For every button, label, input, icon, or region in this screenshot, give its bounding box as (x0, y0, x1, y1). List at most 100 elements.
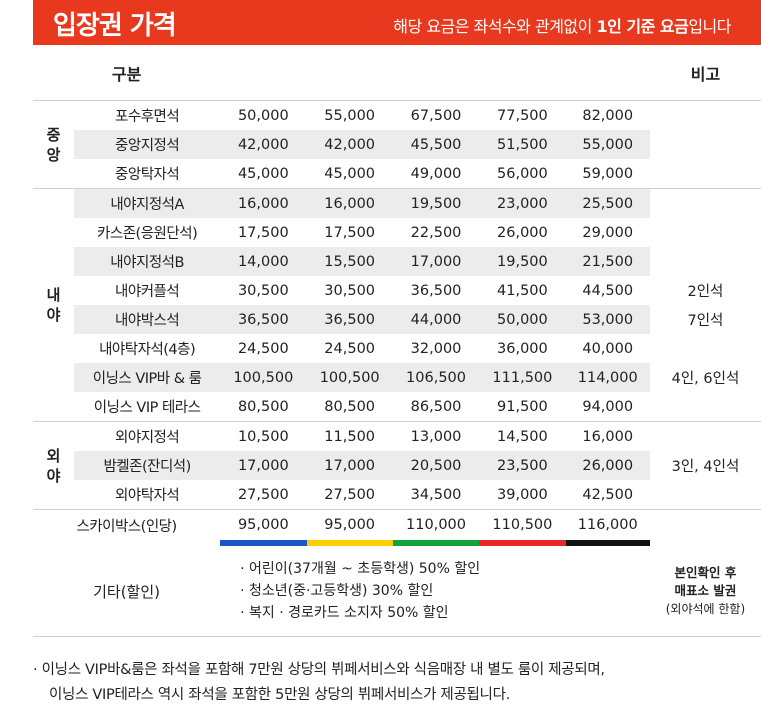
price-cell: 29,000 (582, 224, 634, 241)
stripe-zone-1 (220, 540, 307, 546)
price-cell: 40,000 (582, 340, 634, 357)
price-cell: 17,000 (392, 247, 480, 276)
discount-item: · 복지 · 경로카드 소지자 50% 할인 (240, 605, 449, 621)
price-cell: 53,000 (565, 305, 650, 334)
footnote-line-2: 이닝스 VIP테라스 역시 좌석을 포함한 5만원 상당의 뷔페서비스가 제공됩… (49, 687, 510, 703)
footnote-line-1: · 이닝스 VIP바&룸은 좌석을 포함해 7만원 상당의 뷔페서비스와 식음매… (33, 662, 605, 678)
price-cell: 23,500 (479, 451, 566, 480)
page-subtitle: 해당 요금은 좌석수와 관계없이 1인 기준 요금입니다 (393, 13, 731, 37)
price-cell: 25,500 (565, 188, 650, 218)
discount-row: 기타(할인) · 어린이(37개월 ~ 초등학생) 50% 할인 · 청소년(중·고… (33, 546, 761, 637)
seat-name: 스카이박스(인당) (33, 509, 221, 540)
table-row: 스카이박스(인당) 95,000 95,000 110,000 110,500 116,0… (33, 509, 761, 540)
seat-name: 외야지정석 (74, 421, 221, 451)
table-row: 외 야 외야지정석 10,500 11,500 13,000 14,500 16,000 (33, 421, 761, 510)
price-cell: 14,000 (220, 247, 307, 276)
price-cell: 26,000 (497, 224, 548, 241)
price-cell: 42,000 (306, 130, 393, 159)
seat-name: 내야지정석B (74, 247, 221, 276)
price-cell: 34,500 (410, 486, 462, 503)
discount-list: · 어린이(37개월 ~ 초등학생) 50% 할인 · 청소년(중·고등학생) 3… (220, 546, 650, 637)
note-cell (649, 509, 761, 540)
price-cell: 49,000 (410, 165, 462, 182)
price-cell: 80,500 (324, 398, 376, 415)
price-cell: 77,500 (479, 100, 566, 130)
price-cell: 19,500 (479, 247, 566, 276)
note-cell (649, 130, 761, 159)
price-cell: 22,500 (410, 224, 462, 241)
price-cell: 27,500 (324, 486, 376, 503)
price-cell: 100,500 (306, 363, 393, 392)
table-row: 밤켈존(잔디석) 17,000 17,000 20,500 23,500 26,000 3인… (33, 451, 761, 480)
header-zone-4: 4구간 (479, 45, 566, 101)
stripe-zone-2 (306, 540, 393, 546)
header-zone-3: 3구간 (392, 45, 480, 101)
price-table: 구분 1구간 2구간 3구간 4구간 스페셜 비고 중 앙 포수후면석 50,000… (33, 45, 761, 637)
price-cell: 110,500 (479, 509, 566, 540)
seat-name: 밤켈존(잔디석) (74, 451, 221, 480)
discount-note-line: (외야석에 한함) (665, 602, 746, 616)
group-label: 내 야 (33, 188, 75, 422)
price-cell: 45,000 (324, 165, 376, 182)
page-title: 입장권 가격 (53, 11, 177, 41)
note-cell: 3인, 4인석 (649, 451, 761, 480)
price-cell: 56,000 (497, 165, 548, 182)
header-category: 구분 (33, 45, 221, 101)
price-cell: 36,500 (306, 305, 393, 334)
seat-name: 내야커플석 (115, 284, 180, 300)
discount-note: 본인확인 후 매표소 발권 (외야석에 한함) (649, 546, 761, 637)
zone-color-stripe (33, 540, 761, 546)
price-cell: 80,500 (237, 398, 289, 415)
group-label: 중 앙 (33, 100, 75, 189)
price-cell: 17,000 (220, 451, 307, 480)
header-note: 비고 (649, 45, 761, 101)
seat-name: 내야지정석A (74, 188, 221, 218)
price-cell: 50,000 (479, 305, 566, 334)
stripe-special (565, 540, 650, 546)
price-cell: 24,500 (324, 340, 376, 357)
table-row: 외야탁자석 27,500 27,500 34,500 39,000 42,500 (33, 480, 761, 510)
price-cell: 59,000 (582, 165, 634, 182)
price-cell: 14,500 (479, 421, 566, 451)
seat-name: 이닝스 VIP 테라스 (93, 400, 201, 416)
price-cell: 100,500 (220, 363, 307, 392)
price-cell: 50,000 (220, 100, 307, 130)
table-row: 이닝스 VIP 테라스 80,500 80,500 86,500 91,500 94,00… (33, 392, 761, 422)
table-row: 내야지정석B 14,000 15,500 17,000 19,500 21,500 (33, 247, 761, 276)
seat-name: 카스존(응원단석) (97, 226, 198, 242)
price-cell: 51,500 (479, 130, 566, 159)
price-cell: 94,000 (582, 398, 634, 415)
price-cell: 23,000 (479, 188, 566, 218)
subtitle-text: 해당 요금은 좌석수와 관계없이 (393, 17, 597, 36)
note-cell (649, 218, 761, 247)
seat-name: 중앙지정석 (74, 130, 221, 159)
discount-note-line: 매표소 발권 (674, 583, 737, 598)
table-header-row: 구분 1구간 2구간 3구간 4구간 스페셜 비고 (33, 45, 761, 101)
price-cell: 19,500 (392, 188, 480, 218)
price-cell: 114,000 (565, 363, 650, 392)
stripe-zone-3 (392, 540, 480, 546)
price-cell: 11,500 (306, 421, 393, 451)
price-cell: 16,000 (565, 421, 650, 451)
discount-item: · 어린이(37개월 ~ 초등학생) 50% 할인 (240, 561, 481, 577)
price-cell: 55,000 (565, 130, 650, 159)
header-zone-1: 1구간 (220, 45, 307, 101)
table-row: 내 야 내야지정석A 16,000 16,000 19,500 23,000 25,500 (33, 188, 761, 422)
price-cell: 116,000 (565, 509, 650, 540)
price-cell: 17,000 (306, 451, 393, 480)
price-cell: 42,500 (582, 486, 634, 503)
price-cell: 95,000 (220, 509, 307, 540)
stripe-zone-4 (479, 540, 566, 546)
price-cell: 15,500 (306, 247, 393, 276)
note-cell: 2인석 (649, 276, 761, 305)
group-label: 외 야 (33, 421, 75, 510)
note-cell: 7인석 (649, 305, 761, 334)
price-cell: 36,500 (410, 282, 462, 299)
price-cell: 36,500 (220, 305, 307, 334)
price-cell: 86,500 (410, 398, 462, 415)
note-cell (649, 392, 761, 422)
table-row: 카스존(응원단석) 17,500 17,500 22,500 26,000 29,000 (33, 218, 761, 247)
price-cell: 10,500 (220, 421, 307, 451)
subtitle-suffix: 입니다 (688, 17, 731, 36)
price-cell: 17,500 (324, 224, 376, 241)
